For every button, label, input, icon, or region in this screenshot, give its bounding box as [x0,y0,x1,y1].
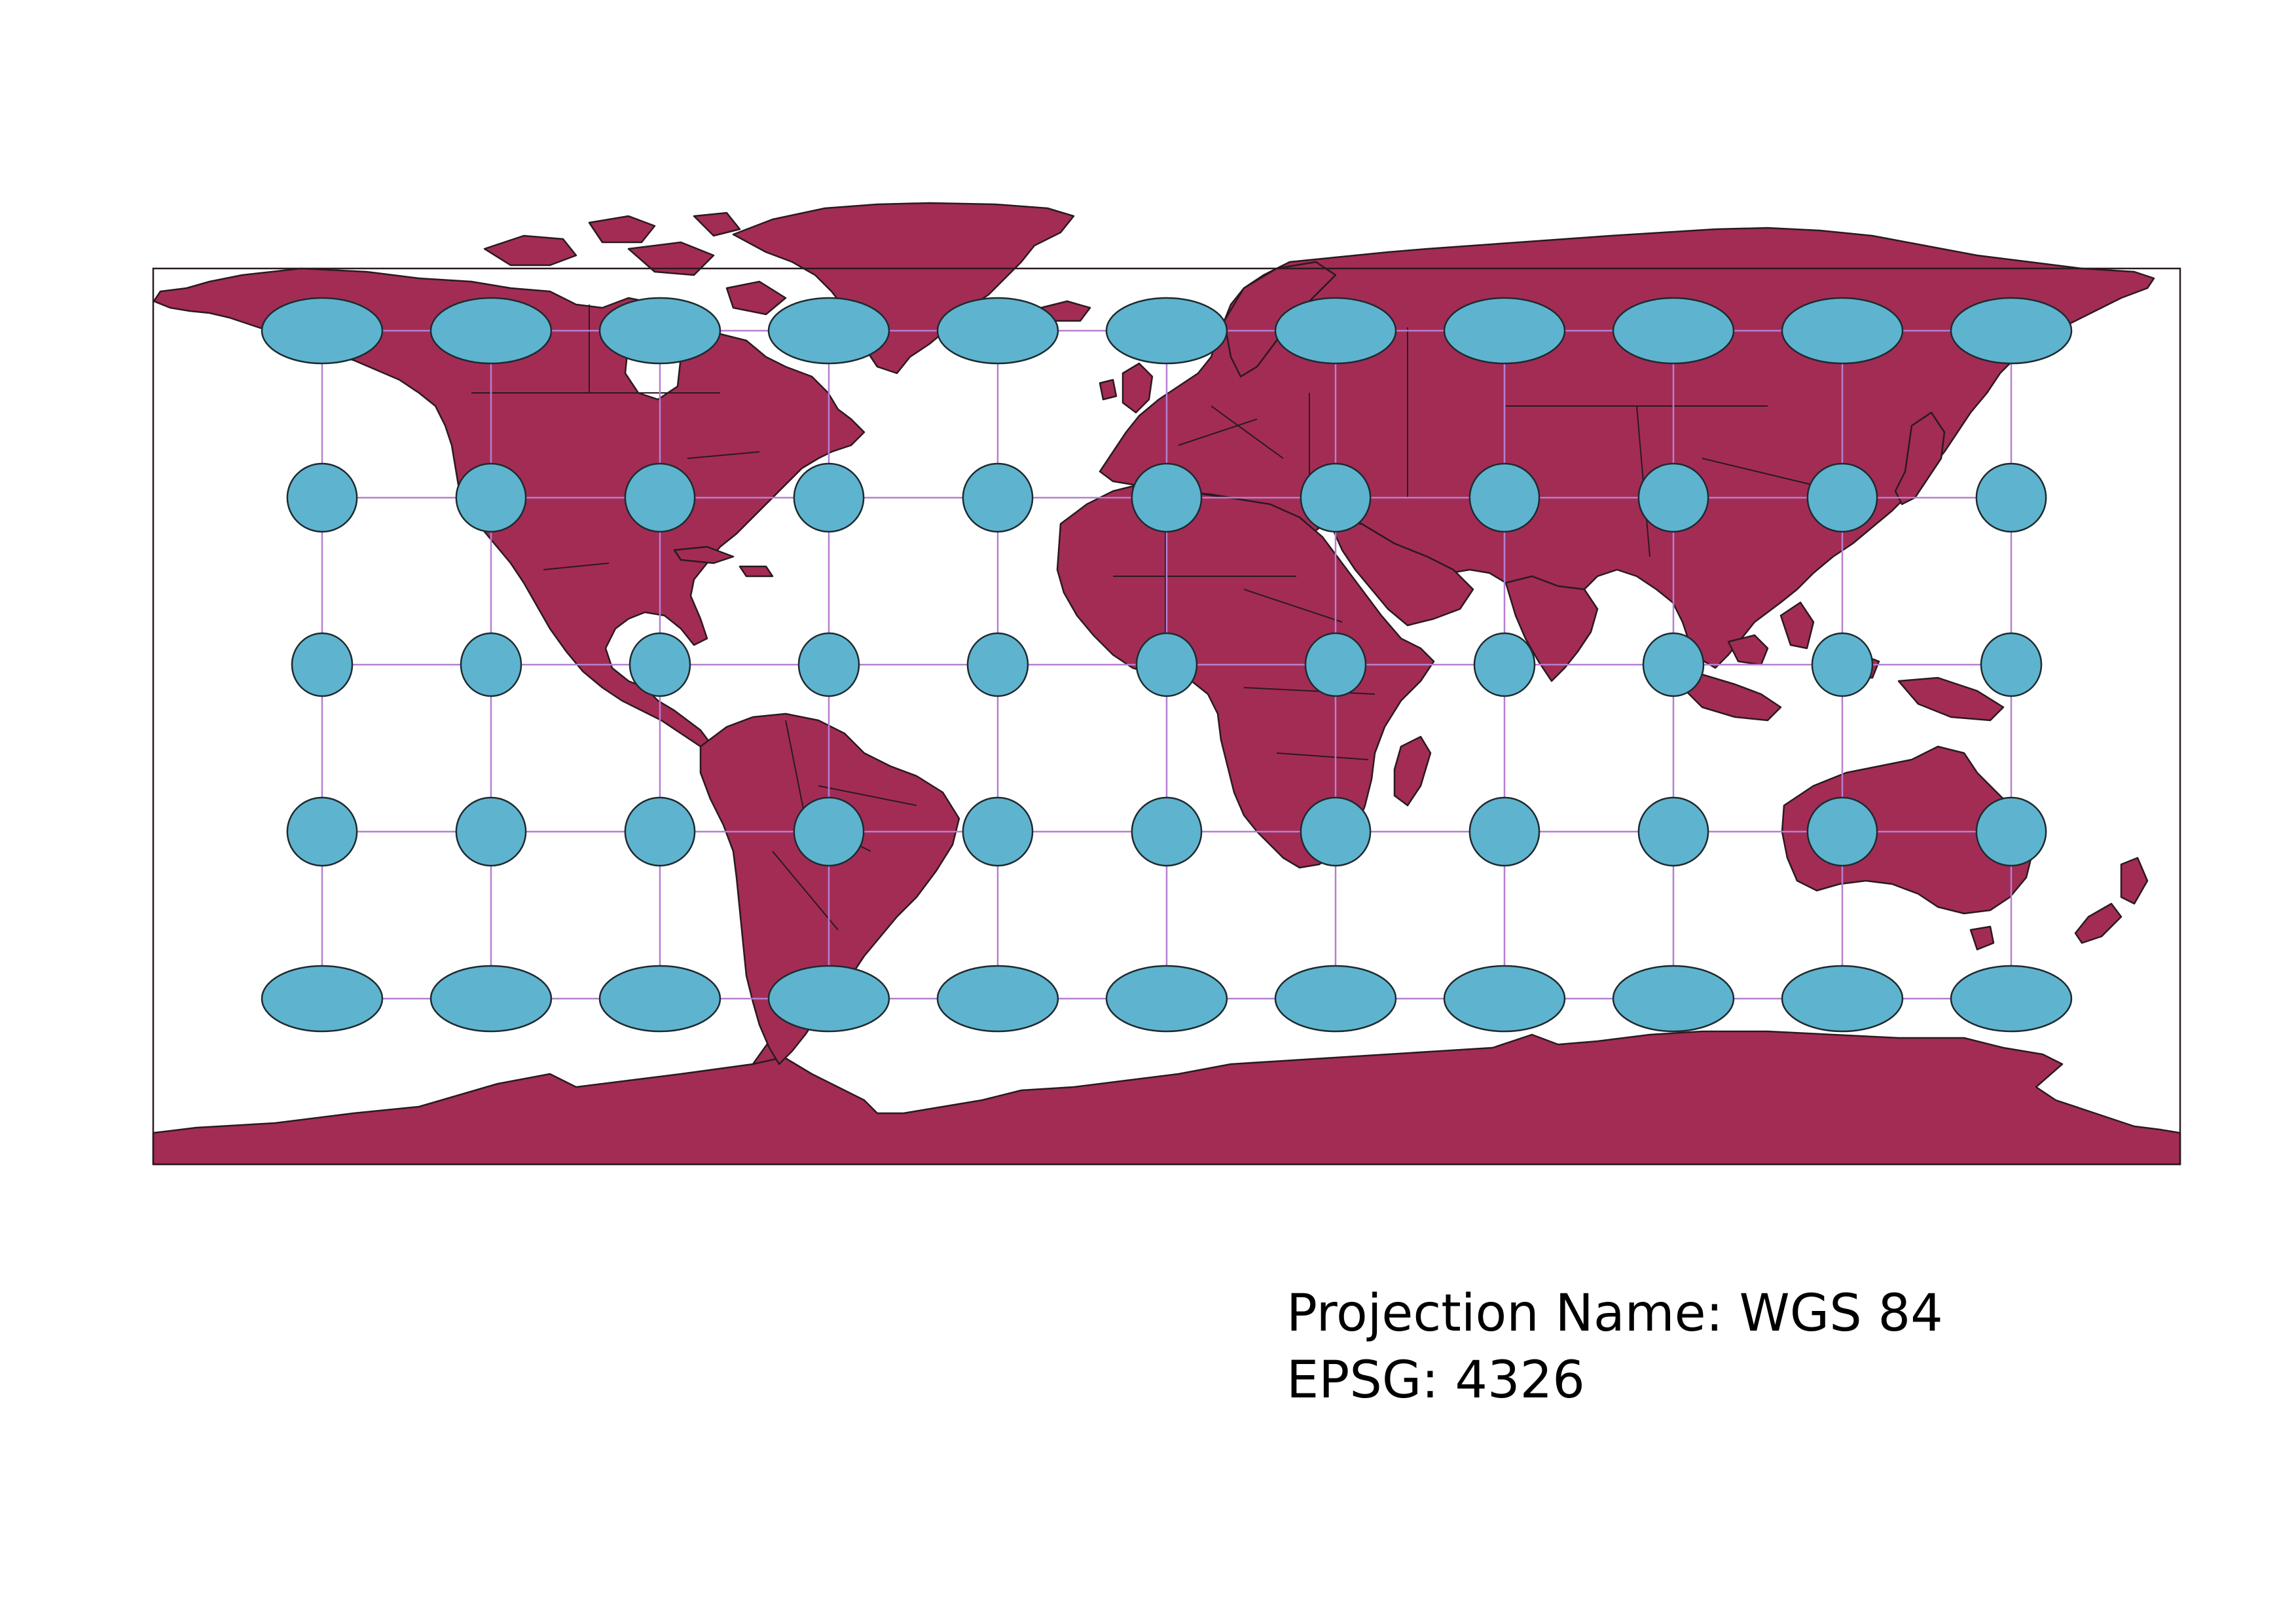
tissot-indicatrix [1950,965,2073,1033]
tissot-indicatrix [629,632,691,697]
tissot-indicatrix [767,965,890,1033]
indian-subcontinent [1504,575,1599,682]
tissot-indicatrix [286,462,358,533]
tissot-indicatrix [1304,632,1367,697]
tissot-indicatrix [1637,462,1709,533]
tissot-indicatrix [1811,632,1874,697]
tissot-indicatrix [1274,965,1397,1033]
tissot-indicatrix [1806,462,1878,533]
tissot-indicatrix [1612,297,1735,365]
tissot-indicatrix [1135,632,1198,697]
tissot-indicatrix [455,462,527,533]
tissot-indicatrix [1950,297,2073,365]
tissot-indicatrix [1781,965,1904,1033]
tissot-indicatrix [286,796,358,867]
tissot-indicatrix [1637,796,1709,867]
epsg-code-label: EPSG: 4326 [1286,1351,1585,1410]
tissot-indicatrix [1980,632,2043,697]
tissot-indicatrix [598,297,721,365]
tissot-indicatrix [1443,297,1566,365]
tissot-indicatrix [1473,632,1536,697]
tissot-indicatrix [624,796,696,867]
tissot-indicatrix [1443,965,1566,1033]
tissot-indicatrix [1975,462,2047,533]
tissot-indicatrix [1468,462,1540,533]
tissot-indicatrix [936,297,1059,365]
caribbean-islands [673,545,774,578]
tissot-indicatrix [767,297,890,365]
tissot-indicatrix [1300,462,1372,533]
tissot-indicatrix [261,297,384,365]
tissot-indicatrix [962,462,1034,533]
tissot-indicatrix [460,632,522,697]
tissot-indicatrix [624,462,696,533]
tissot-indicatrix [793,462,865,533]
tissot-indicatrix [1131,462,1203,533]
arabian-peninsula [1328,519,1474,627]
tissot-indicatrix [1105,965,1228,1033]
tissot-indicatrix [429,297,553,365]
tissot-indicatrix [598,965,721,1033]
map-frame [152,267,2181,1166]
tissot-indicatrix [793,796,865,867]
tissot-indicatrix [429,965,553,1033]
tissot-indicatrix [966,632,1029,697]
tissot-indicatrix [1300,796,1372,867]
tissot-indicatrix [1131,796,1203,867]
projection-caption: Projection Name: WGS 84 EPSG: 4326 [1286,1280,1943,1414]
british-isles [1099,362,1154,414]
tissot-indicatrix [261,965,384,1033]
madagascar [1393,735,1432,807]
tasmania [1969,925,1995,951]
tissot-indicatrix [962,796,1034,867]
antarctica [152,1030,2181,1166]
tissot-indicatrices [261,297,2073,1033]
projection-name-label: Projection Name: WGS 84 [1286,1284,1943,1343]
australia [1781,745,2034,915]
tissot-indicatrix [797,632,860,697]
tissot-indicatrix [1781,297,1904,365]
tissot-indicatrix [936,965,1059,1033]
tissot-indicatrix [1612,965,1735,1033]
tissot-indicatrix [1468,796,1540,867]
new-zealand [2074,857,2149,944]
tissot-indicatrix [1642,632,1705,697]
tissot-indicatrix [1274,297,1397,365]
arctic-islands [483,212,787,316]
tissot-indicatrix [1105,297,1228,365]
tissot-indicatrix [291,632,354,697]
tissot-indicatrix [455,796,527,867]
tissot-indicatrix [1975,796,2047,867]
tissot-indicatrix [1806,796,1878,867]
